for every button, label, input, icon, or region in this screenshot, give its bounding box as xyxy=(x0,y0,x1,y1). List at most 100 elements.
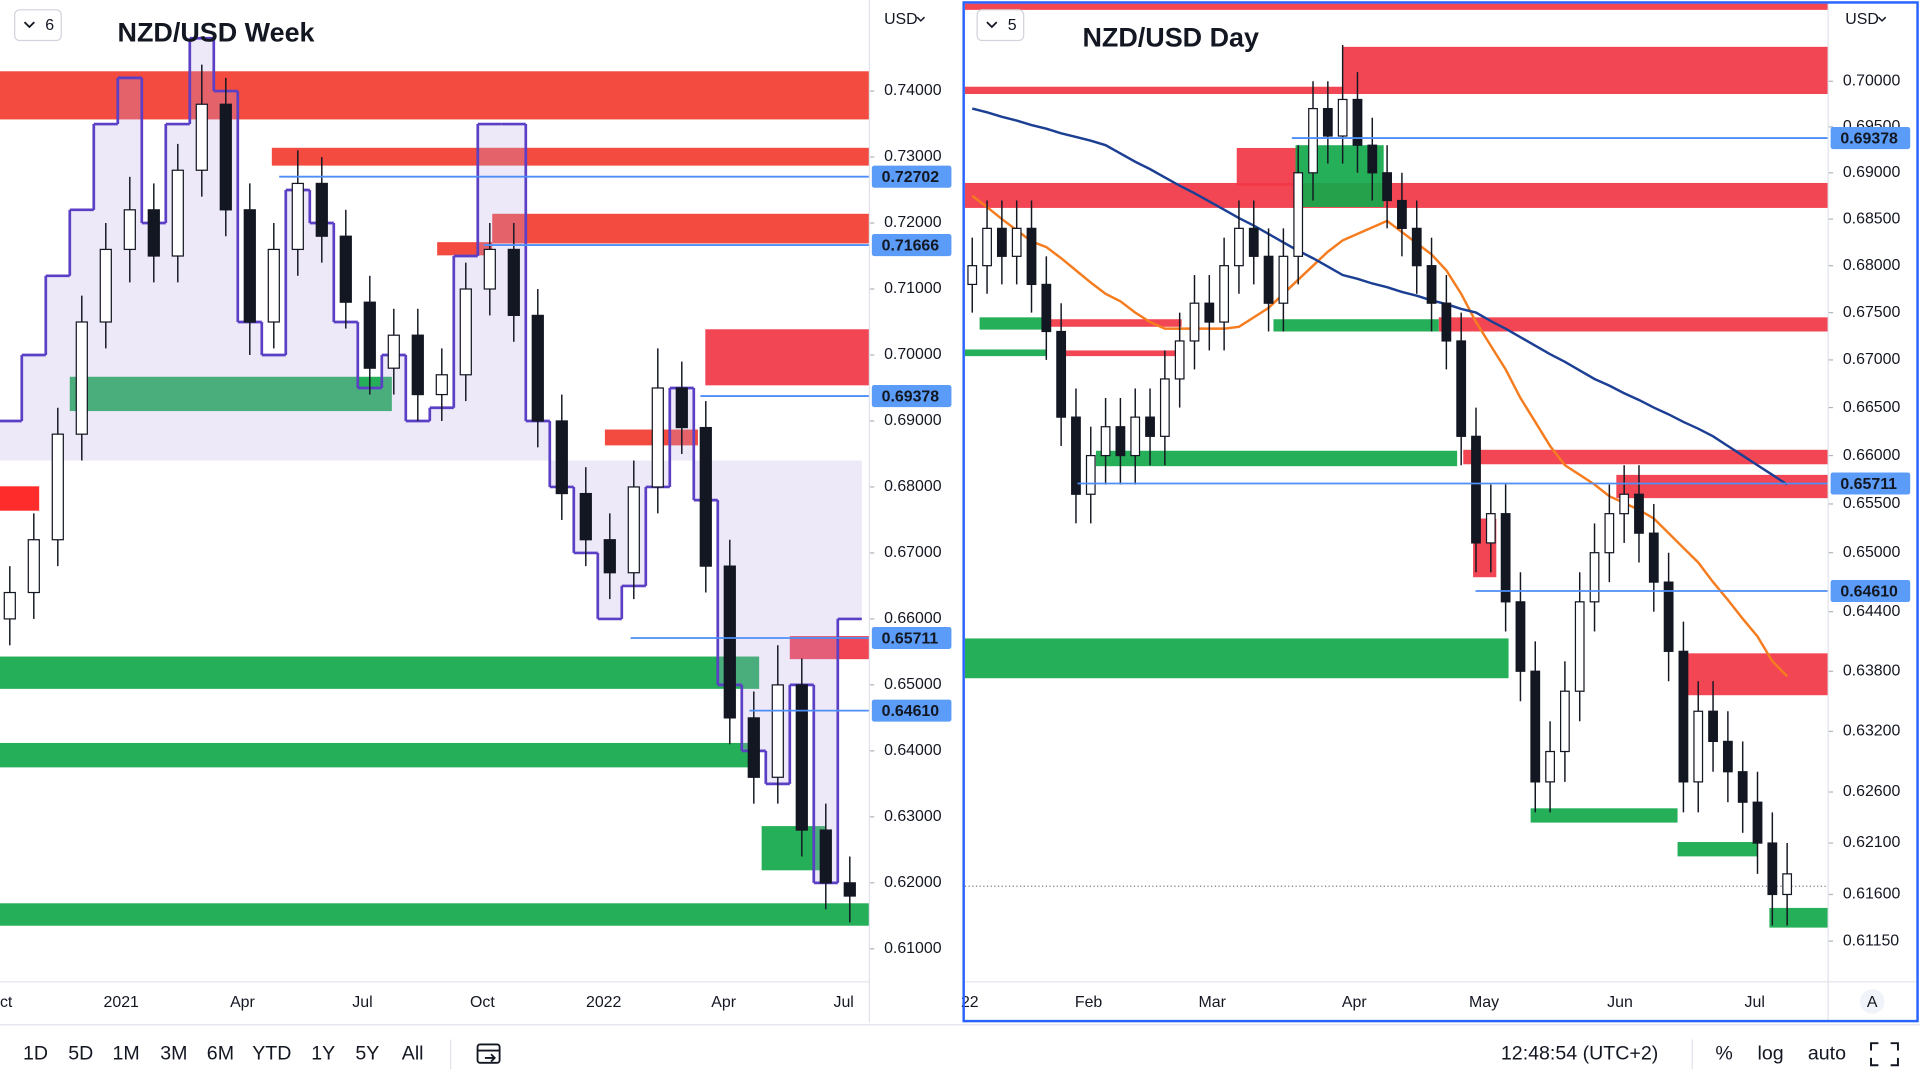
candle-body xyxy=(1767,842,1778,896)
price-tag xyxy=(1830,579,1911,603)
moving-average xyxy=(971,107,1788,486)
interval-badge[interactable] xyxy=(976,9,1025,42)
y-tick-label: 0.65500 xyxy=(1843,495,1901,512)
zone xyxy=(1438,317,1829,332)
price-tag xyxy=(871,699,952,722)
candle-body xyxy=(1159,378,1170,437)
candle-body xyxy=(1041,283,1052,333)
y-tick-label: 0.66000 xyxy=(884,610,942,627)
zone xyxy=(1343,46,1829,95)
candle-body xyxy=(1426,265,1437,304)
badge-label[interactable]: 5 xyxy=(1008,17,1017,34)
candle-body xyxy=(1722,740,1733,773)
candle-body xyxy=(795,684,808,831)
candle-body xyxy=(1248,227,1259,257)
candle-body xyxy=(1397,199,1407,229)
currency-label[interactable]: USD xyxy=(1845,11,1879,28)
range-button[interactable]: 5D xyxy=(68,1042,93,1064)
zone xyxy=(0,656,760,689)
price-tag-label: 0.65711 xyxy=(1840,476,1897,493)
price-tag-label: 0.65711 xyxy=(882,630,939,647)
day-plot xyxy=(964,3,1829,928)
candle-body xyxy=(555,420,568,495)
zone xyxy=(964,638,1509,679)
price-tag xyxy=(871,384,952,408)
range-button[interactable]: 3M xyxy=(160,1042,187,1064)
zone xyxy=(1236,147,1298,186)
scale-option[interactable]: % xyxy=(1715,1042,1732,1064)
range-button[interactable]: 1D xyxy=(23,1042,48,1064)
candle-body xyxy=(1782,873,1793,896)
fullscreen-icon[interactable] xyxy=(1870,1042,1899,1067)
scale-option[interactable]: auto xyxy=(1808,1042,1846,1064)
range-button[interactable]: 6M xyxy=(207,1042,234,1064)
candle-body xyxy=(1278,255,1289,304)
zone xyxy=(0,903,870,926)
candle-body xyxy=(315,182,328,237)
y-tick-label: 0.64000 xyxy=(884,742,942,759)
badge-label[interactable]: 6 xyxy=(45,17,54,34)
y-tick-label: 0.62600 xyxy=(1843,783,1901,800)
candle-body xyxy=(1100,426,1111,457)
range-button[interactable]: YTD xyxy=(252,1042,291,1064)
candle-body xyxy=(675,387,688,429)
zone xyxy=(604,429,698,446)
zone xyxy=(705,329,870,386)
price-tag xyxy=(871,165,952,188)
x-tick-label: 2022 xyxy=(586,994,622,1011)
price-tag-label: 0.64610 xyxy=(882,703,940,720)
candle-body xyxy=(1619,493,1630,515)
axis-mode-label[interactable]: A xyxy=(1867,994,1878,1011)
y-tick-label: 0.61150 xyxy=(1843,932,1899,949)
y-tick-label: 0.68000 xyxy=(884,478,942,495)
calendar-icon[interactable] xyxy=(476,1043,501,1064)
interval-badge[interactable] xyxy=(14,9,62,42)
candle-body xyxy=(843,882,856,897)
candle-body xyxy=(1219,265,1230,323)
range-button[interactable]: All xyxy=(402,1042,424,1064)
week-plot xyxy=(0,36,870,926)
y-tick-label: 0.69000 xyxy=(884,412,942,429)
candle-body xyxy=(1026,227,1037,286)
candle-body xyxy=(996,227,1007,257)
candle-body xyxy=(1471,435,1481,544)
candle-body xyxy=(123,209,136,251)
price-tag xyxy=(871,234,952,257)
zone xyxy=(0,486,40,511)
step-fill xyxy=(357,387,382,461)
step-fill xyxy=(21,354,46,461)
x-tick-label: Jul xyxy=(1745,994,1765,1011)
candle-body xyxy=(1678,650,1689,783)
x-tick-label: Mar xyxy=(1199,994,1227,1011)
zone xyxy=(1273,319,1439,332)
candle-body xyxy=(75,321,88,435)
price-tag xyxy=(871,626,952,650)
zone xyxy=(1677,842,1758,857)
candle-body xyxy=(507,248,520,317)
x-tick-label: Apr xyxy=(1342,994,1367,1011)
zone xyxy=(69,376,392,412)
candle-body xyxy=(1634,493,1644,534)
candle-body xyxy=(1263,255,1274,304)
zone xyxy=(1095,450,1458,467)
y-tick-label: 0.62100 xyxy=(1843,834,1901,851)
axis-mode-button[interactable] xyxy=(1860,989,1885,1014)
y-tick-label: 0.62000 xyxy=(884,874,942,891)
candle-body xyxy=(3,591,16,620)
scale-option[interactable]: log xyxy=(1758,1042,1784,1064)
price-tag-label: 0.69378 xyxy=(1840,130,1898,147)
candle-body xyxy=(1204,302,1215,323)
range-button[interactable]: 5Y xyxy=(355,1042,379,1064)
candle-body xyxy=(982,227,992,267)
zone xyxy=(0,71,870,120)
zone xyxy=(979,317,1047,330)
range-button[interactable]: 1Y xyxy=(311,1042,335,1064)
step-fill xyxy=(405,420,430,461)
moving-average xyxy=(971,194,1789,678)
currency-label[interactable]: USD xyxy=(884,11,918,28)
candle-body xyxy=(1352,98,1363,146)
zone xyxy=(1046,319,1182,327)
candle-body xyxy=(771,684,784,778)
range-button[interactable]: 1M xyxy=(113,1042,140,1064)
